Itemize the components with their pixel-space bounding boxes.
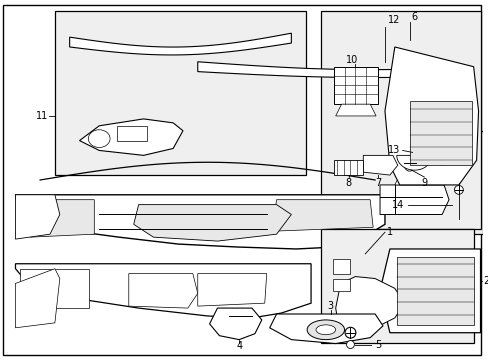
Ellipse shape: [345, 327, 355, 338]
Text: 4: 4: [236, 341, 242, 351]
Polygon shape: [69, 33, 291, 55]
Polygon shape: [20, 269, 89, 308]
Polygon shape: [396, 257, 473, 325]
Polygon shape: [379, 185, 448, 215]
Text: 3: 3: [327, 301, 333, 311]
Polygon shape: [16, 264, 310, 318]
Polygon shape: [332, 259, 350, 274]
Polygon shape: [133, 204, 291, 241]
Text: 13: 13: [386, 145, 399, 156]
Polygon shape: [197, 62, 438, 77]
Polygon shape: [333, 67, 377, 104]
Polygon shape: [16, 195, 60, 239]
Ellipse shape: [453, 185, 462, 194]
Ellipse shape: [88, 130, 110, 148]
Polygon shape: [80, 119, 183, 156]
Bar: [320, 10, 480, 229]
Ellipse shape: [306, 320, 344, 339]
Text: 7: 7: [374, 178, 381, 188]
Text: 2: 2: [483, 276, 488, 287]
Text: 12: 12: [387, 15, 400, 26]
Text: 5: 5: [374, 339, 381, 350]
Bar: [55, 10, 305, 175]
Polygon shape: [128, 274, 197, 308]
Bar: [369, 131, 483, 234]
Polygon shape: [335, 104, 375, 116]
Text: 14: 14: [391, 200, 404, 210]
Text: 6: 6: [410, 13, 417, 22]
Polygon shape: [30, 200, 94, 237]
Text: 11: 11: [36, 111, 48, 121]
Polygon shape: [394, 175, 448, 185]
Ellipse shape: [315, 325, 335, 335]
Text: 10: 10: [345, 55, 357, 65]
Polygon shape: [209, 308, 261, 339]
Polygon shape: [16, 195, 384, 249]
Polygon shape: [117, 126, 146, 141]
Polygon shape: [16, 269, 60, 328]
Bar: [320, 229, 473, 343]
Text: 1: 1: [386, 227, 392, 237]
Polygon shape: [409, 101, 471, 165]
Text: 8: 8: [345, 178, 351, 188]
Polygon shape: [379, 249, 480, 333]
Ellipse shape: [346, 341, 354, 348]
Polygon shape: [396, 156, 431, 170]
Polygon shape: [384, 47, 478, 185]
Polygon shape: [333, 160, 363, 175]
Ellipse shape: [403, 156, 415, 171]
Polygon shape: [197, 274, 266, 306]
Polygon shape: [269, 314, 382, 343]
Text: 9: 9: [421, 178, 427, 188]
Polygon shape: [335, 276, 404, 338]
Polygon shape: [271, 200, 372, 231]
Polygon shape: [363, 156, 397, 175]
Polygon shape: [332, 279, 350, 291]
